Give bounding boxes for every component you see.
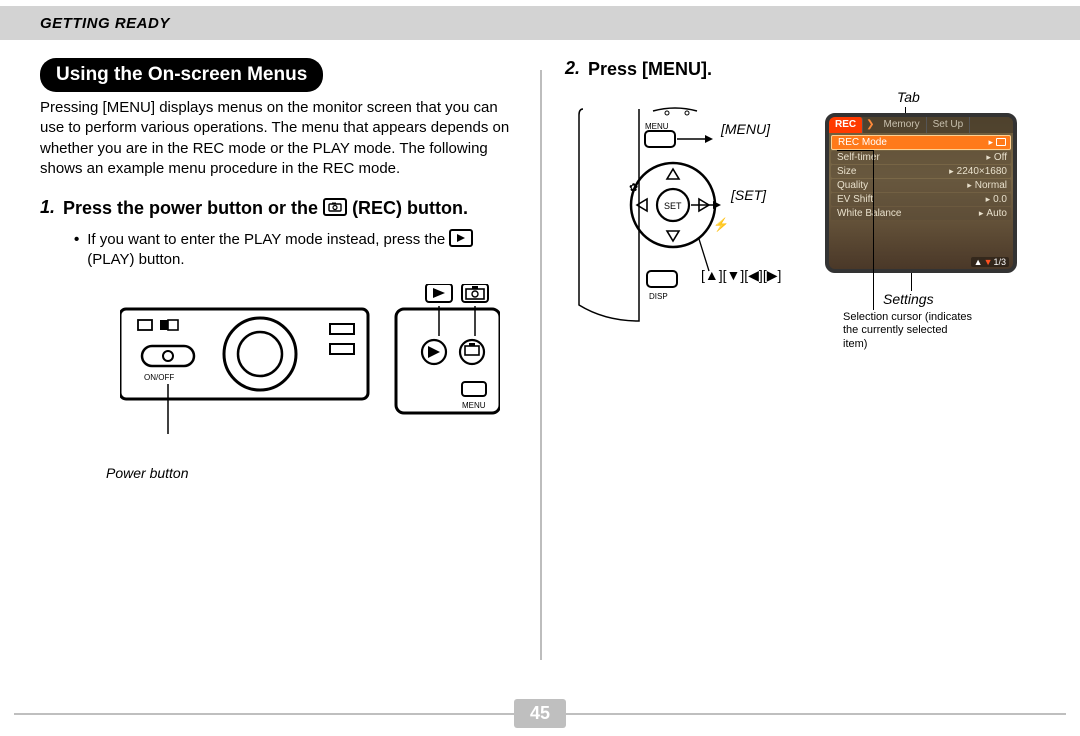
svg-text:⚡: ⚡ — [713, 217, 729, 233]
tab-rec: REC — [829, 117, 863, 133]
menu-row-rec-mode: REC Mode ▸ — [831, 135, 1011, 150]
camera-rec-icon — [323, 198, 347, 216]
rec-mode-icon — [996, 138, 1006, 146]
bullet-post: (PLAY) button. — [87, 251, 184, 268]
step-1-text: Press the power button or the (REC) butt… — [63, 197, 468, 220]
cursor-callout-line-h — [837, 150, 873, 151]
tab-memory: Memory — [878, 117, 927, 133]
right-column: 2. Press [MENU]. MENU SET — [565, 58, 1040, 648]
step-1-post: (REC) button. — [352, 198, 468, 218]
topic-title: Using the On-screen Menus — [40, 58, 323, 92]
menu-row-value: 0.0 — [993, 194, 1007, 205]
settings-callout-line — [911, 273, 912, 291]
settings-callout: Settings — [883, 291, 934, 307]
chevron-right-icon: ▸ — [979, 208, 984, 219]
chevron-right-icon: ▸ — [949, 166, 954, 177]
screen-menu-rows: REC Mode ▸ Self-timer ▸Off Size ▸2240×16… — [829, 133, 1013, 223]
menu-label-small: MENU — [462, 401, 486, 410]
arrows-callout-label: [▲][▼][◀][▶] — [701, 267, 781, 284]
menu-row-value: Normal — [975, 180, 1007, 191]
page-line-right — [566, 713, 1066, 715]
step-1-pre: Press the power button or the — [63, 198, 323, 218]
menu-row-white-balance: White Balance ▸Auto — [831, 207, 1011, 220]
section-header-bar: GETTING READY — [0, 6, 1080, 40]
power-button-caption: Power button — [106, 465, 515, 481]
menu-row-value: Off — [994, 152, 1007, 163]
menu-callout-label: [MENU] — [721, 121, 770, 137]
menu-row-quality: Quality ▸Normal — [831, 179, 1011, 192]
camera-screen: REC ❯ Memory Set Up REC Mode ▸ Self-time… — [825, 113, 1017, 273]
dpad-svg: MENU SET ✿ ⚡ DISP — [575, 105, 755, 325]
page-line-left — [14, 713, 514, 715]
menu-row-label: EV Shift — [837, 194, 873, 205]
svg-text:DISP: DISP — [649, 292, 668, 301]
right-diagram: MENU SET ✿ ⚡ DISP — [565, 95, 1040, 355]
step-1: 1. Press the power button or the (REC) b… — [40, 197, 515, 220]
svg-text:SET: SET — [664, 201, 682, 211]
page-number-bar: 45 — [0, 699, 1080, 728]
menu-row-label: REC Mode — [838, 137, 887, 148]
page-number: 45 — [514, 699, 566, 728]
tab-callout: Tab — [897, 89, 920, 105]
chevron-right-icon: ▸ — [988, 137, 993, 148]
cursor-note: Selection cursor (indicates the currentl… — [843, 311, 973, 352]
column-divider — [540, 70, 542, 660]
step-2-text: Press [MENU]. — [588, 58, 712, 81]
menu-row-self-timer: Self-timer ▸Off — [831, 151, 1011, 164]
intro-paragraph: Pressing [MENU] displays menus on the mo… — [40, 98, 515, 179]
set-callout-label: [SET] — [731, 187, 766, 203]
tab-arrow-icon: ❯ — [863, 117, 877, 133]
section-header-text: GETTING READY — [40, 15, 170, 32]
screen-page-indicator: ▲▼1/3 — [971, 257, 1009, 267]
camera-top-diagram: ON/OFF MENU Power button — [120, 284, 515, 481]
triangle-up-icon: ▲ — [974, 257, 983, 267]
svg-text:✿: ✿ — [629, 182, 638, 194]
chevron-right-icon: ▸ — [986, 152, 991, 163]
left-column: Using the On-screen Menus Pressing [MENU… — [40, 58, 515, 648]
step-1-number: 1. — [40, 197, 55, 220]
step-1-bullet: If you want to enter the PLAY mode inste… — [74, 230, 515, 271]
menu-row-size: Size ▸2240×1680 — [831, 165, 1011, 178]
page-body: Using the On-screen Menus Pressing [MENU… — [0, 58, 1080, 648]
cursor-callout-line-v — [873, 150, 874, 310]
menu-row-value: 2240×1680 — [957, 166, 1007, 177]
menu-row-label: White Balance — [837, 208, 901, 219]
chevron-right-icon: ▸ — [967, 180, 972, 191]
page-fraction: 1/3 — [993, 257, 1006, 267]
svg-text:MENU: MENU — [645, 122, 669, 131]
step-2-number: 2. — [565, 58, 580, 81]
camera-top-svg: ON/OFF MENU — [120, 284, 500, 454]
bullet-pre: If you want to enter the PLAY mode inste… — [87, 231, 449, 248]
onoff-label: ON/OFF — [144, 373, 174, 382]
screen-tabs: REC ❯ Memory Set Up — [829, 117, 1013, 133]
triangle-down-icon: ▼ — [984, 257, 993, 267]
menu-row-label: Size — [837, 166, 856, 177]
chevron-right-icon: ▸ — [986, 194, 991, 205]
menu-row-value: Auto — [986, 208, 1007, 219]
play-icon — [449, 229, 473, 247]
tab-setup: Set Up — [927, 117, 971, 133]
menu-row-ev-shift: EV Shift ▸0.0 — [831, 193, 1011, 206]
menu-row-label: Quality — [837, 180, 868, 191]
step-2: 2. Press [MENU]. — [565, 58, 1040, 81]
